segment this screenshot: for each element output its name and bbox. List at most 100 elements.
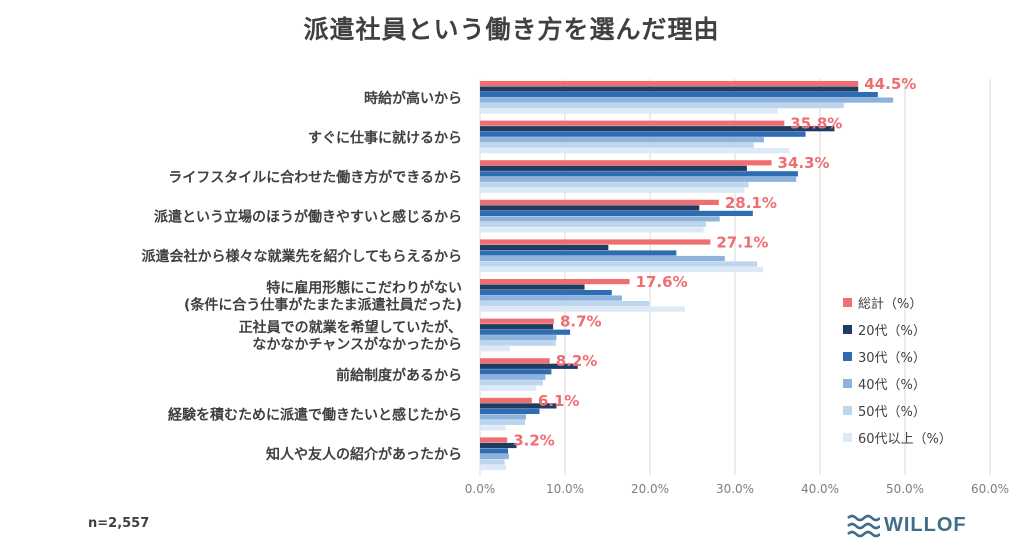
x-tick-label: 60.0% [971,482,1009,496]
data-label: 44.5% [864,75,916,93]
data-label: 17.6% [636,273,688,291]
bar [480,171,798,177]
sample-size-note: n=2,557 [88,516,150,531]
legend-item: 20代（%） [843,317,1013,344]
bar [480,290,612,296]
bar-chart: 44.5% 35.8% 34.3% 28.1% 27.1% 17.6% 8.7% 8.2% 6.… [142,75,1010,496]
x-tick-label: 10.0% [546,482,584,496]
bar [480,81,859,87]
legend-swatch [843,433,852,442]
wave-logo-icon [847,514,880,538]
bar [480,126,835,132]
x-tick-label: 20.0% [631,482,669,496]
legend-swatch [843,406,852,415]
bar [480,187,745,193]
bar [480,137,764,143]
legend-swatch [843,379,852,388]
data-labels: 44.5% 35.8% 34.3% 28.1% 27.1% 17.6% 8.7% 8.2% 6.… [513,75,916,449]
bar [480,374,546,380]
x-tick-label: 50.0% [886,482,924,496]
legend-label: 20代（%） [858,324,926,339]
bar [480,148,790,154]
bar [480,284,585,290]
data-label: 8.2% [556,352,598,370]
bar [480,437,508,443]
bar [480,414,526,420]
legend-swatch [843,298,852,307]
x-tick-label: 30.0% [716,482,754,496]
bar [480,403,557,409]
legend-label: 総計（%） [858,297,923,312]
category-label: 派遣会社から様々な就業先を紹介してもらえるから [142,248,462,265]
bar [480,295,622,301]
bar [480,250,677,256]
legend-item: 総計（%） [843,290,1013,317]
x-tick-label: 0.0% [465,482,496,496]
bar [480,448,509,454]
data-label: 28.1% [725,194,777,212]
bar [480,346,510,352]
bar [480,442,517,449]
data-label: 6.1% [538,392,580,410]
legend-item: 50代（%） [843,398,1013,425]
bar [480,363,578,369]
category-label: すぐに仕事に就けるから [308,129,462,146]
category-label: 正社員での就業を希望していたが、なかなかチャンスがなかったから [239,319,462,353]
data-label: 34.3% [778,154,830,172]
legend-item: 30代（%） [843,344,1013,371]
chart-title: 派遣社員という働き方を選んだ理由 [303,15,720,44]
bar [480,340,556,346]
bar [480,210,753,216]
bar [480,176,797,182]
bar [480,92,878,98]
bar [480,464,507,471]
bar [480,244,609,251]
legend: 総計（%） 20代（%） 30代（%） 40代（%） 50代（%） 60代以上（%） [843,290,1013,452]
x-axis-ticks: 0.0% 10.0% 20.0% 30.0% 40.0% 50.0% 60.0% [465,482,1009,496]
bar [480,97,894,103]
bar [480,385,537,391]
bar [480,261,758,267]
bar [480,255,725,262]
category-label: ライフスタイルに合わせた働き方ができるから [168,169,462,186]
bar [480,216,720,222]
bar [480,160,772,166]
legend-swatch [843,325,852,334]
bar [480,165,747,171]
legend-item: 40代（%） [843,371,1013,398]
bar [480,408,540,414]
category-label: 派遣という立場のほうが働きやすいと感じるから [154,209,462,226]
bar [480,221,707,227]
category-label: 特に雇用形態にこだわりがない(条件に合う仕事がたまたま派遣社員だった) [184,279,462,313]
bar [480,86,859,92]
bar [480,227,704,233]
bar [480,397,532,403]
bar [480,205,700,211]
bars [480,81,894,471]
bar [480,453,509,460]
category-label: 経験を積むために派遣で働きたいと感じたから [168,407,462,424]
data-label: 3.2% [513,431,555,449]
bar [480,380,543,386]
willof-logo: WILLOF [846,512,996,542]
bar [480,301,650,307]
x-tick-label: 40.0% [801,482,839,496]
bar [480,425,506,431]
data-label: 35.8% [790,115,842,133]
bar [480,358,550,364]
category-label: 知人や友人の紹介があったから [266,446,462,463]
legend-label: 50代（%） [858,405,926,420]
bar [480,419,526,425]
legend-label: 40代（%） [858,378,926,393]
bar [480,335,557,341]
bar [480,142,754,148]
category-label: 時給が高いから [364,90,462,107]
bar [480,306,685,312]
bar [480,103,844,109]
data-label: 8.7% [560,313,602,331]
bar [480,459,505,465]
legend-label: 30代（%） [858,351,926,366]
legend-item: 60代以上（%） [843,425,1013,452]
bar [480,199,719,205]
bar [480,108,778,114]
